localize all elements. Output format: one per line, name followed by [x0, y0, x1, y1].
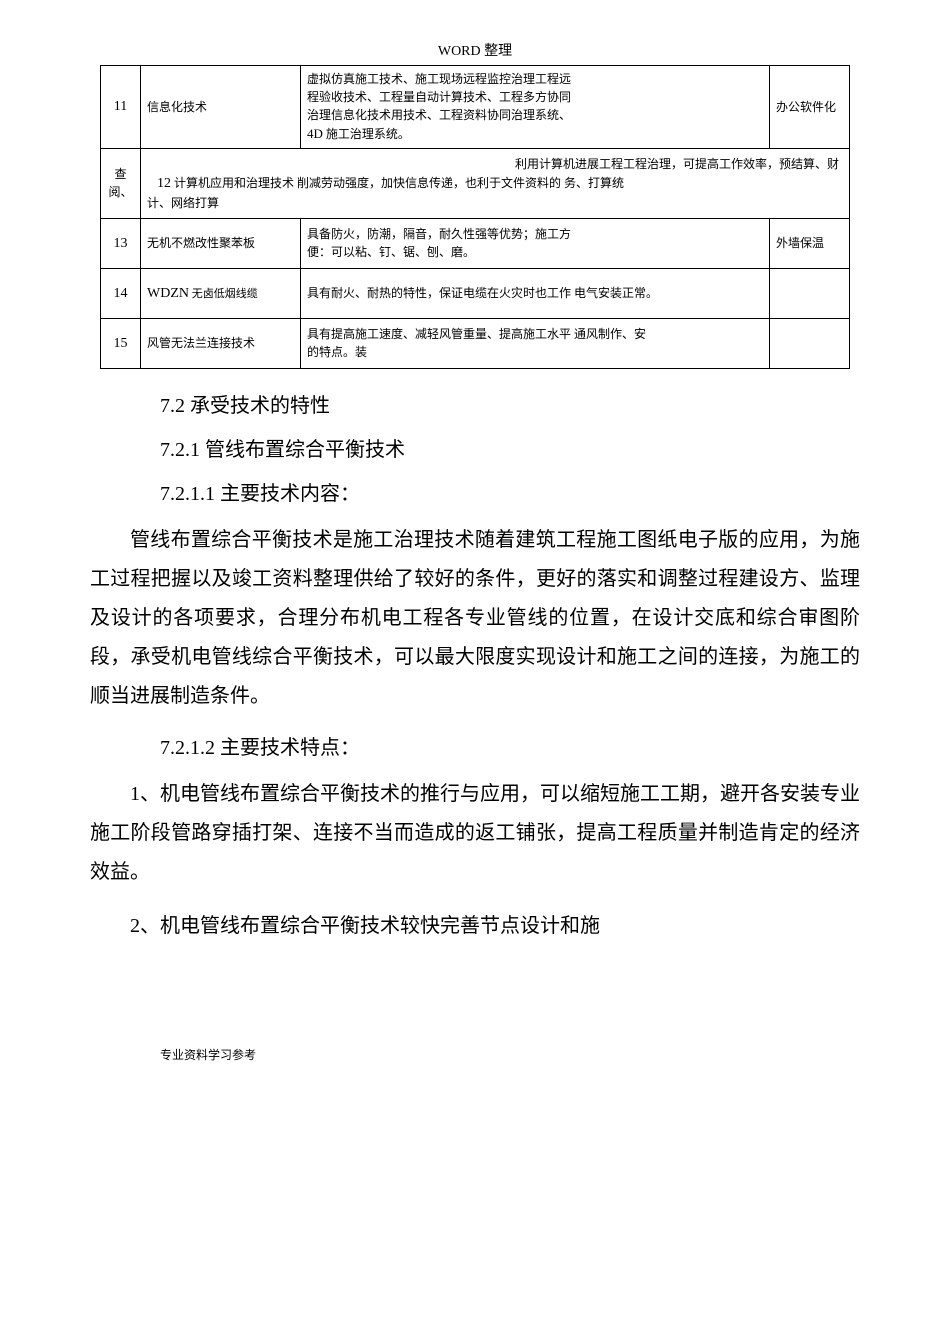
content-area: 7.2 承受技术的特性 7.2.1 管线布置综合平衡技术 7.2.1.1 主要技… [90, 389, 860, 946]
row-num: 14 [101, 268, 141, 318]
row-name: 风管无法兰连接技术 [141, 318, 301, 368]
paragraph: 管线布置综合平衡技术是施工治理技术随着建筑工程施工图纸电子版的应用，为施工过程把… [90, 521, 860, 716]
row-desc: 具有耐火、耐热的特性，保证电缆在火灾时也工作 电气安装正常。 [301, 268, 770, 318]
subsubsection-title: 7.2.1.1 主要技术内容： [160, 477, 860, 506]
table-row: 11 信息化技术 虚拟仿真施工技术、施工现场远程监控治理工程远 程验收技术、工程… [101, 66, 850, 149]
row-use [770, 268, 850, 318]
table-row: 14 WDZN 无卤低烟线缆 具有耐火、耐热的特性，保证电缆在火灾时也工作 电气… [101, 268, 850, 318]
row-use: 办公软件化 [770, 66, 850, 149]
row-num: 15 [101, 318, 141, 368]
page-header: WORD 整理 [100, 40, 850, 60]
row-num: 查阅、 [101, 148, 141, 218]
page-footer: 专业资料学习参考 [160, 1046, 850, 1063]
row-desc: 虚拟仿真施工技术、施工现场远程监控治理工程远 程验收技术、工程量自动计算技术、工… [301, 66, 770, 149]
paragraph: 2、机电管线布置综合平衡技术较快完善节点设计和施 [90, 907, 860, 946]
tech-table: 11 信息化技术 虚拟仿真施工技术、施工现场远程监控治理工程远 程验收技术、工程… [100, 65, 850, 369]
row-merged: 利用计算机进展工程工程治理，可提高工作效率，预结算、财 12 计算机应用和治理技… [141, 148, 850, 218]
subsubsection-title: 7.2.1.2 主要技术特点： [160, 731, 860, 760]
table-row: 15 风管无法兰连接技术 具有提高施工速度、减轻风管重量、提高施工水平 通风制作… [101, 318, 850, 368]
row-desc: 具备防火，防潮，隔音，耐久性强等优势；施工方 便：可以粘、钉、锯、刨、磨。 [301, 218, 770, 268]
row-name: 信息化技术 [141, 66, 301, 149]
row-name: 无机不燃改性聚苯板 [141, 218, 301, 268]
row-name: WDZN 无卤低烟线缆 [141, 268, 301, 318]
row-use: 外墙保温 [770, 218, 850, 268]
section-title: 7.2 承受技术的特性 [160, 389, 860, 418]
subsection-title: 7.2.1 管线布置综合平衡技术 [160, 433, 860, 462]
row-use [770, 318, 850, 368]
row-num: 13 [101, 218, 141, 268]
table-row: 查阅、 利用计算机进展工程工程治理，可提高工作效率，预结算、财 12 计算机应用… [101, 148, 850, 218]
table-row: 13 无机不燃改性聚苯板 具备防火，防潮，隔音，耐久性强等优势；施工方 便：可以… [101, 218, 850, 268]
row-num: 11 [101, 66, 141, 149]
row-desc: 具有提高施工速度、减轻风管重量、提高施工水平 通风制作、安 的特点。装 [301, 318, 770, 368]
paragraph: 1、机电管线布置综合平衡技术的推行与应用，可以缩短施工工期，避开各安装专业施工阶… [90, 775, 860, 892]
